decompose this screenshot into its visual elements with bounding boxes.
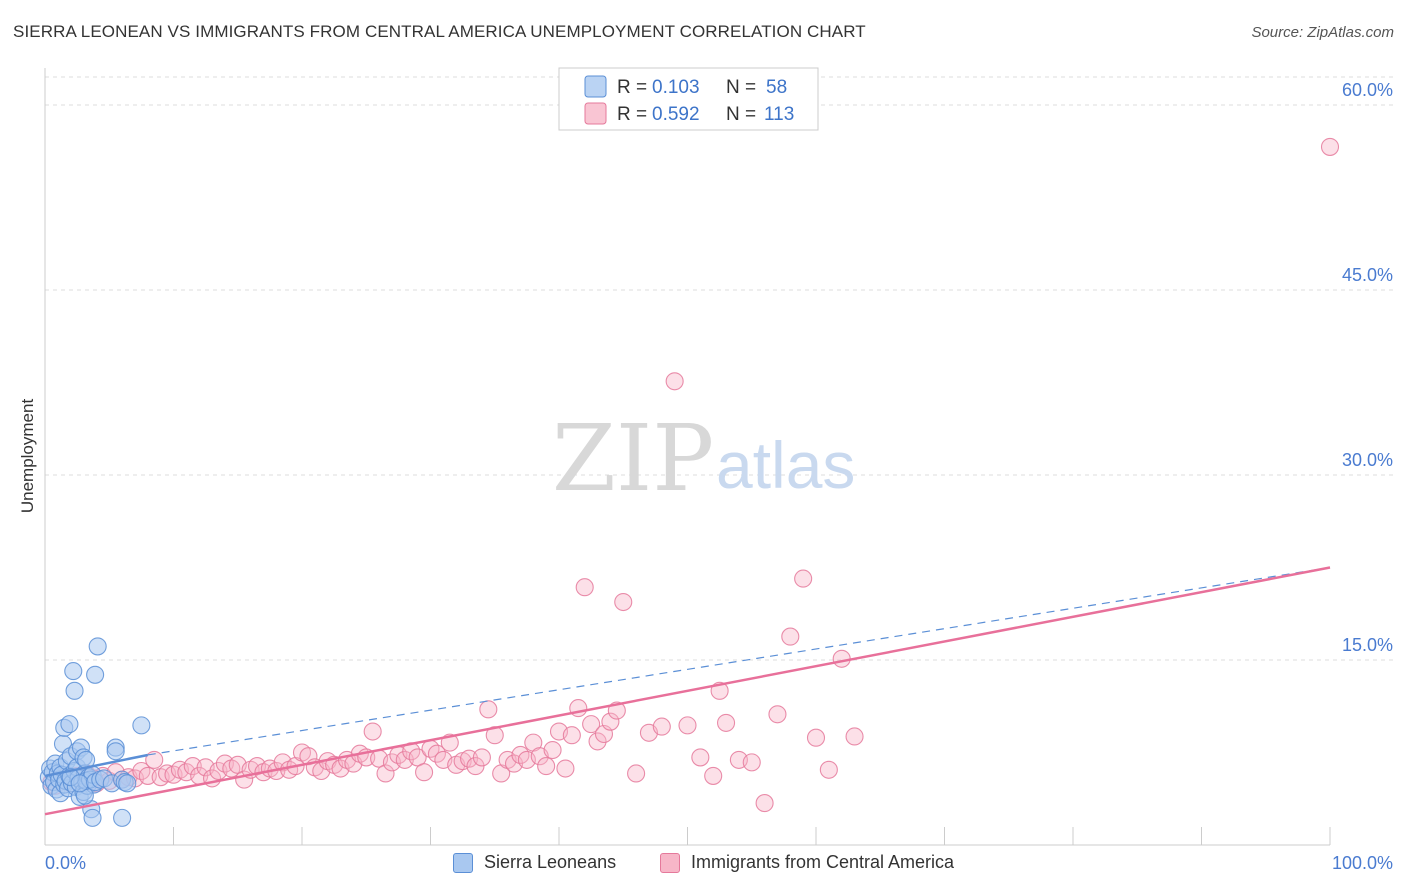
legend-item-sierra-leoneans[interactable]: Sierra Leoneans	[453, 852, 616, 873]
sierra-leonean-point-24	[65, 681, 84, 700]
y-tick-label-60: 60.0%	[1342, 80, 1393, 100]
central-america-point-67	[459, 749, 479, 768]
watermark: ZIP atlas	[552, 405, 855, 512]
central-america-point-105	[781, 627, 800, 646]
legend-n-label-2: N =	[726, 104, 756, 125]
sierra-leonean-trend-line	[44, 753, 149, 778]
legend-n-value-1: 58	[766, 77, 787, 98]
central-america-point-82	[556, 759, 575, 778]
trend-lines	[44, 566, 1331, 816]
sierra-leonean-point-54	[106, 742, 125, 761]
central-america-point-104	[768, 705, 787, 724]
central-america-point-87	[588, 732, 607, 751]
sierra-leonean-point-58	[132, 716, 151, 735]
legend-swatch-sierra-leoneans	[584, 75, 607, 98]
central-america-point-108	[819, 760, 838, 779]
y-tick-label-15: 15.0%	[1342, 635, 1393, 655]
legend-label-sierra-leoneans: Sierra Leoneans	[484, 852, 617, 872]
legend-r-label-1: R =	[617, 77, 647, 98]
central-america-point-86	[582, 715, 601, 734]
legend-n-value-2: 113	[764, 104, 794, 125]
y-axis-label: Unemployment	[18, 399, 37, 514]
central-america-point-96	[678, 716, 697, 735]
central-america-point-54	[376, 764, 395, 783]
legend-swatch-central-america	[584, 102, 607, 125]
legend-n-label-1: N =	[726, 77, 756, 98]
central-america-point-24	[183, 757, 202, 776]
central-america-point-17	[138, 766, 157, 785]
watermark-zip: ZIP	[552, 405, 714, 512]
series-legend: Sierra Leoneans Immigrants from Central …	[0, 852, 1406, 878]
sierra-leonean-point-47	[70, 774, 89, 793]
central-america-point-106	[794, 569, 813, 588]
central-america-point-69	[472, 748, 491, 767]
watermark-atlas: atlas	[716, 428, 855, 502]
central-america-point-103	[755, 794, 774, 813]
sierra-leonean-point-22	[64, 662, 83, 681]
central-america-point-107	[806, 728, 826, 747]
central-america-point-100	[716, 713, 736, 732]
legend-swatch-pink	[660, 852, 680, 873]
central-america-point-18	[145, 750, 164, 769]
legend-swatch-blue	[453, 852, 473, 873]
sierra-leonean-point-59	[118, 774, 137, 793]
legend-r-value-2: 0.592	[652, 104, 700, 125]
stats-legend: R = 0.103 N = 58 R = 0.592 N = 113	[558, 67, 819, 131]
central-america-point-91	[614, 592, 633, 612]
central-america-trend-line	[44, 566, 1331, 816]
x-tick-marks	[173, 827, 1331, 845]
legend-r-value-1: 0.103	[652, 77, 700, 98]
legend-r-label-2: R =	[617, 104, 647, 125]
sierra-leonean-point-19	[60, 715, 79, 734]
central-america-point-52	[363, 722, 382, 741]
source-label: Source: ZipAtlas.com	[1251, 24, 1394, 41]
sierra-leonean-point-42	[86, 665, 105, 684]
central-america-point-94	[652, 717, 671, 736]
central-america-point-98	[704, 766, 723, 785]
series-central-america-points	[42, 137, 1340, 813]
central-america-point-111	[1320, 137, 1340, 156]
central-america-point-109	[832, 649, 851, 668]
central-america-point-110	[845, 727, 864, 746]
y-tick-label-30: 30.0%	[1342, 450, 1393, 470]
sierra-leonean-trend-extension	[147, 566, 1331, 756]
central-america-point-95	[665, 372, 684, 391]
central-america-point-70	[479, 700, 498, 719]
central-america-point-83	[562, 726, 581, 745]
central-america-point-80	[543, 740, 562, 760]
central-america-point-89	[601, 712, 620, 731]
x-tick-label-max: 100.0%	[1332, 853, 1393, 873]
legend-item-central-america[interactable]: Immigrants from Central America	[660, 852, 954, 873]
grid-lines	[45, 76, 1393, 661]
sierra-leonean-point-56	[113, 808, 132, 827]
central-america-point-92	[627, 764, 646, 783]
central-america-point-60	[415, 763, 434, 782]
sierra-leonean-point-43	[88, 637, 107, 656]
central-america-point-102	[742, 753, 761, 772]
y-tick-label-45: 45.0%	[1342, 265, 1393, 285]
y-tick-labels: 15.0% 30.0% 45.0% 60.0%	[1342, 80, 1393, 655]
central-america-point-85	[575, 578, 594, 597]
central-america-point-79	[537, 757, 556, 776]
central-america-point-97	[691, 748, 710, 767]
chart-title: SIERRA LEONEAN VS IMMIGRANTS FROM CENTRA…	[13, 22, 866, 41]
x-tick-label-min: 0.0%	[45, 853, 86, 873]
sierra-leonean-point-51	[83, 808, 102, 827]
legend-label-central-america: Immigrants from Central America	[691, 852, 955, 872]
